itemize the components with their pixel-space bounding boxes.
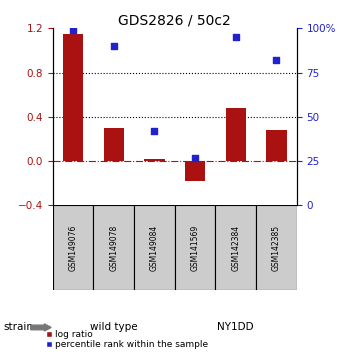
Bar [225,108,246,161]
Bar [93,205,134,290]
Text: GSM149076: GSM149076 [69,224,78,271]
Text: wild type: wild type [90,322,138,332]
Point [273,57,279,63]
Bar [185,161,205,181]
Point [233,34,238,40]
Bar [144,159,165,161]
Legend: log ratio, percentile rank within the sample: log ratio, percentile rank within the sa… [45,330,208,349]
Bar [175,205,216,290]
Bar [104,128,124,161]
Bar [216,205,256,290]
Bar [53,205,93,290]
Point [71,27,76,33]
Text: NY1DD: NY1DD [218,322,254,332]
Text: GSM142384: GSM142384 [231,225,240,271]
Bar [256,205,297,290]
Text: strain: strain [3,322,33,332]
Text: GSM149084: GSM149084 [150,225,159,271]
Point [152,128,157,134]
Text: GSM141569: GSM141569 [191,225,199,271]
Title: GDS2826 / 50c2: GDS2826 / 50c2 [118,13,231,27]
Bar [266,130,286,161]
Bar [134,205,175,290]
Bar [63,34,83,161]
Text: GSM149078: GSM149078 [109,225,118,271]
Point [192,155,198,160]
Text: GSM142385: GSM142385 [272,225,281,271]
Point [111,43,117,49]
